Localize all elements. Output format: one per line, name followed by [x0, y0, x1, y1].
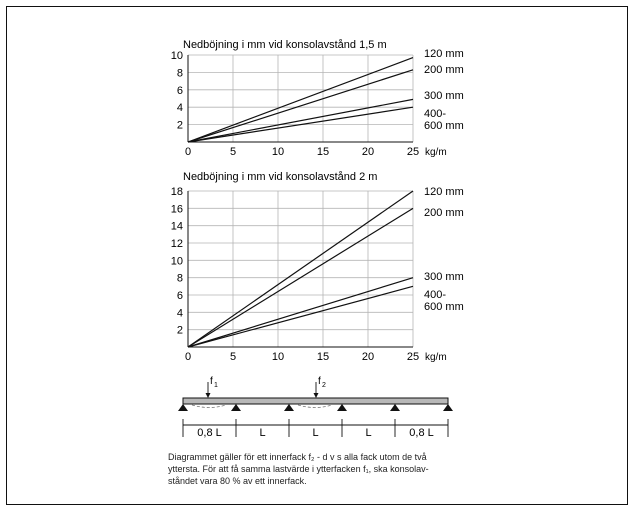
load-label: f — [318, 376, 321, 387]
x-tick-label: 25 — [407, 351, 419, 363]
series-label: 400- — [424, 108, 446, 120]
y-tick-label: 18 — [171, 186, 183, 198]
load-arrowhead — [205, 393, 211, 398]
footnote-line: ståndet vara 80 % av ett innerfack. — [168, 476, 307, 486]
span-label: 0,8 L — [197, 427, 221, 439]
x-tick-label: 25 — [407, 146, 419, 158]
load-label: f — [210, 376, 213, 387]
series-label: 300 mm — [424, 90, 464, 102]
series-label: 200 mm — [424, 207, 464, 219]
figure-frame — [6, 6, 628, 505]
series-label: 200 mm — [424, 64, 464, 76]
beam-diagram: f 1 f 20,8 L L L L 0,8 L — [178, 376, 453, 439]
x-tick-label: 5 — [230, 351, 236, 363]
series-line — [187, 69, 414, 143]
y-tick-label: 8 — [177, 273, 183, 285]
x-tick-label: 10 — [272, 146, 284, 158]
support-triangle — [390, 404, 400, 411]
y-tick-label: 12 — [171, 238, 183, 250]
chart-konsol-1-5m: Nedböjning i mm vid konsolavstånd 1,5 m … — [171, 39, 464, 158]
support-triangle — [284, 404, 294, 411]
footnote-line: Diagrammet gäller för ett innerfack f₂ -… — [168, 452, 427, 462]
y-tick-label: 6 — [177, 290, 183, 302]
series-label: 120 mm — [424, 48, 464, 60]
x-tick-label: 0 — [185, 351, 191, 363]
support-triangle — [337, 404, 347, 411]
footnote-line: yttersta. För att få samma lastvärde i y… — [168, 464, 429, 474]
x-axis-label: kg/m — [425, 352, 447, 363]
y-tick-label: 16 — [171, 203, 183, 215]
span-label: L — [312, 427, 318, 439]
y-tick-label: 4 — [177, 307, 183, 319]
series-line — [187, 57, 414, 143]
support-triangle — [231, 404, 241, 411]
series-label: 600 mm — [424, 301, 464, 313]
series-line — [187, 285, 414, 348]
footnote: Diagrammet gäller för ett innerfack f₂ -… — [168, 451, 488, 487]
x-tick-label: 5 — [230, 146, 236, 158]
span-label: L — [365, 427, 371, 439]
span-label: L — [259, 427, 265, 439]
beam-body — [182, 397, 449, 405]
chart-title: Nedböjning i mm vid konsolavstånd 1,5 m — [183, 39, 387, 51]
x-tick-label: 15 — [317, 351, 329, 363]
y-tick-label: 10 — [171, 255, 183, 267]
y-tick-label: 8 — [177, 67, 183, 79]
load-label-sub: 2 — [322, 382, 326, 389]
chart-konsol-2m: Nedböjning i mm vid konsolavstånd 2 m 0 5… — [171, 171, 464, 363]
series-label: 400- — [424, 289, 446, 301]
y-tick-label: 14 — [171, 221, 183, 233]
x-tick-label: 10 — [272, 351, 284, 363]
y-tick-label: 2 — [177, 325, 183, 337]
load-label-sub: 1 — [214, 382, 218, 389]
support-triangle — [443, 404, 453, 411]
series-line — [187, 106, 414, 143]
series-line — [187, 207, 414, 348]
x-tick-label: 20 — [362, 351, 374, 363]
chart-title: Nedböjning i mm vid konsolavstånd 2 m — [183, 171, 377, 183]
y-tick-label: 6 — [177, 85, 183, 97]
deflection-curve — [297, 404, 333, 408]
y-tick-label: 10 — [171, 50, 183, 62]
series-label: 300 mm — [424, 271, 464, 283]
deflection-curve — [191, 404, 227, 408]
load-arrowhead — [313, 393, 319, 398]
x-tick-label: 15 — [317, 146, 329, 158]
series-line — [187, 190, 414, 348]
x-axis-label: kg/m — [425, 147, 447, 158]
support-triangle — [178, 404, 188, 411]
y-tick-label: 4 — [177, 102, 183, 114]
series-label: 600 mm — [424, 120, 464, 132]
y-tick-label: 2 — [177, 120, 183, 132]
span-label: 0,8 L — [409, 427, 433, 439]
series-line — [187, 98, 414, 143]
x-tick-label: 20 — [362, 146, 374, 158]
x-tick-label: 0 — [185, 146, 191, 158]
series-line — [187, 277, 414, 348]
series-label: 120 mm — [424, 186, 464, 198]
